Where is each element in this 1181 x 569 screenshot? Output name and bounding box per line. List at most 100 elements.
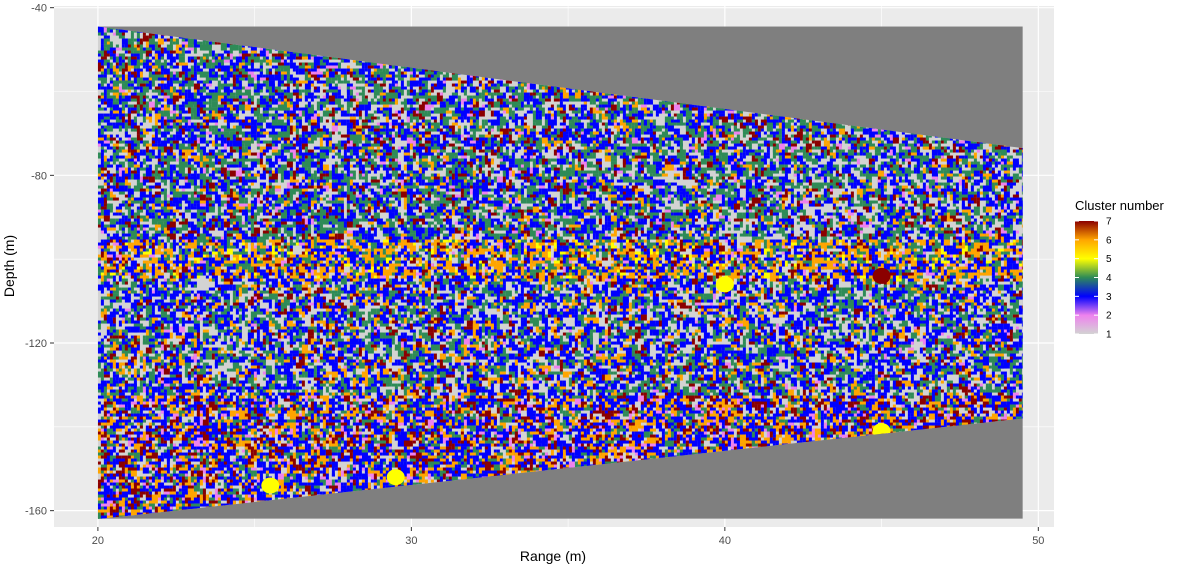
cluster-cell <box>328 113 335 117</box>
cluster-cell <box>502 83 509 87</box>
cluster-cell <box>610 101 614 105</box>
cluster-cell <box>418 104 425 111</box>
cluster-cell <box>97 119 101 123</box>
cluster-cell <box>577 116 584 120</box>
cluster-cell <box>298 89 302 93</box>
cluster-cell <box>571 116 578 120</box>
cluster-cell <box>379 74 386 78</box>
cluster-cell <box>580 104 587 108</box>
cluster-cell <box>187 47 194 51</box>
cluster-cell <box>166 104 170 108</box>
cluster-cell <box>274 71 278 75</box>
cluster-cell <box>112 86 119 90</box>
cluster-cell <box>454 110 461 114</box>
cluster-cell <box>355 113 359 117</box>
cluster-cell <box>640 98 644 102</box>
cluster-cell <box>628 98 635 102</box>
cluster-cell <box>238 56 242 63</box>
cluster-cell <box>364 95 368 99</box>
cluster-cell <box>121 71 125 75</box>
cluster-cell <box>580 92 584 96</box>
cluster-cell <box>373 80 377 84</box>
cluster-cell <box>430 86 434 93</box>
cluster-cell <box>337 95 344 99</box>
cluster-cell <box>592 98 596 105</box>
cluster-cell <box>175 41 179 45</box>
cluster-cell <box>175 47 179 51</box>
cluster-cell <box>295 104 299 108</box>
cluster-cell <box>100 32 104 36</box>
cluster-cell <box>697 110 704 114</box>
cluster-cell <box>247 77 254 84</box>
cluster-cell <box>307 101 311 108</box>
cluster-cell <box>466 95 473 99</box>
cluster-cell <box>439 113 443 120</box>
cluster-cell <box>166 74 170 81</box>
cluster-cell <box>316 74 323 78</box>
cluster-cell <box>439 101 446 105</box>
cluster-cell <box>400 89 404 96</box>
cluster-cell <box>325 65 332 69</box>
cluster-cell <box>409 101 416 105</box>
cluster-cell <box>190 59 194 63</box>
cluster-cell <box>193 56 197 60</box>
cluster-cell <box>346 101 353 108</box>
cluster-cell <box>133 50 140 54</box>
cluster-cell <box>292 92 299 96</box>
cluster-cell <box>262 74 266 78</box>
cluster-cell <box>121 101 128 105</box>
cluster-cell <box>520 92 524 96</box>
cluster-cell <box>358 101 365 105</box>
cluster-cell <box>472 89 476 93</box>
cluster-cell <box>334 107 341 111</box>
cluster-cell <box>430 116 437 120</box>
cluster-cell <box>631 107 635 114</box>
cluster-cell <box>250 50 257 54</box>
cluster-cell <box>673 104 680 111</box>
cluster-cell <box>166 116 170 120</box>
cluster-cell <box>571 110 578 114</box>
cluster-cell <box>469 77 473 84</box>
cluster-cell <box>121 95 125 99</box>
cluster-cell <box>430 77 437 81</box>
cluster-cell <box>109 110 113 117</box>
cluster-cell <box>364 104 371 111</box>
cluster-cell <box>331 68 335 72</box>
cluster-cell <box>244 92 251 96</box>
cluster-cell <box>427 104 434 108</box>
cluster-cell <box>583 107 587 111</box>
cluster-cell <box>412 65 416 72</box>
cluster-cell <box>517 101 521 105</box>
cluster-cell <box>175 116 179 120</box>
cluster-cell <box>478 110 485 117</box>
cluster-cell <box>559 101 563 105</box>
cluster-cell <box>211 50 215 57</box>
cluster-cell <box>580 107 584 114</box>
cluster-cell <box>172 86 176 93</box>
cluster-cell <box>121 110 125 114</box>
cluster-cell <box>529 83 536 90</box>
cluster-cell <box>478 80 482 84</box>
cluster-cell <box>235 107 239 114</box>
cluster-cell <box>238 104 245 111</box>
cluster-cell <box>370 80 374 84</box>
cluster-cell <box>181 110 188 114</box>
cluster-cell <box>271 95 275 102</box>
cluster-cell <box>220 74 224 81</box>
cluster-cell <box>376 68 383 72</box>
cluster-cell <box>256 86 260 90</box>
cluster-cell <box>376 116 380 120</box>
cluster-cell <box>559 95 563 102</box>
cluster-cell <box>139 44 143 48</box>
cluster-cell <box>463 89 467 96</box>
cluster-cell <box>757 113 761 117</box>
cluster-cell <box>358 104 365 111</box>
cluster-cell <box>343 98 347 102</box>
cluster-cell <box>292 101 299 105</box>
cluster-cell <box>169 56 176 63</box>
cluster-cell <box>217 110 224 114</box>
cluster-cell <box>244 68 251 72</box>
cluster-cell <box>280 74 284 81</box>
cluster-cell <box>400 74 407 78</box>
cluster-cell <box>304 77 311 81</box>
